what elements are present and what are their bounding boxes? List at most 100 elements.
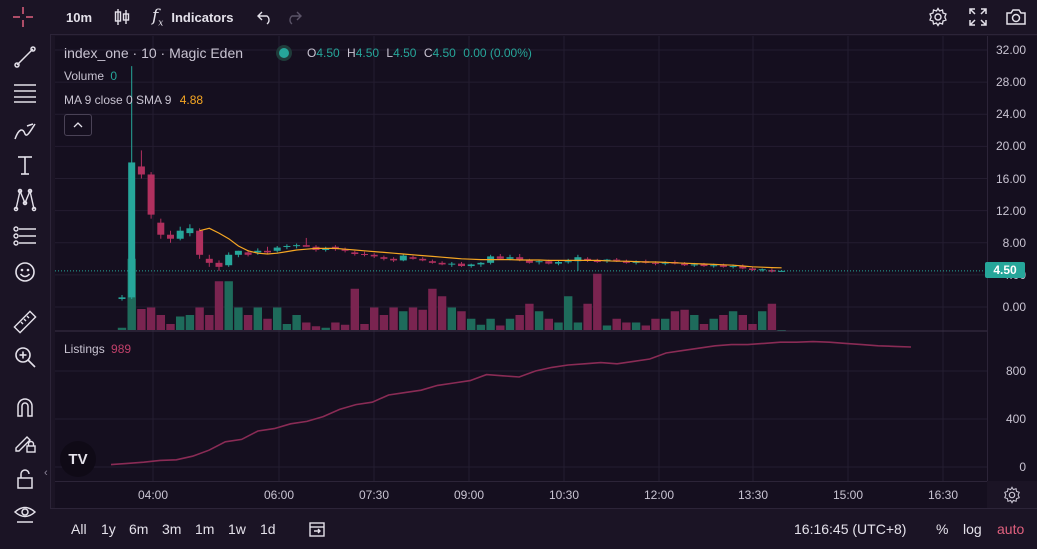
volume-bar bbox=[321, 327, 330, 330]
high-value: 4.50 bbox=[355, 46, 380, 60]
time-tick: 09:00 bbox=[453, 488, 485, 502]
volume-bar bbox=[195, 307, 204, 330]
volume-bars bbox=[117, 258, 786, 331]
undo-icon[interactable] bbox=[256, 0, 274, 34]
volume-bar bbox=[263, 318, 272, 330]
chart-canvas[interactable] bbox=[55, 36, 987, 481]
time-axis[interactable]: 04:00 06:00 07:30 09:00 10:30 12:00 13:30 15:00… bbox=[55, 481, 987, 509]
volume-bar bbox=[243, 315, 253, 330]
volume-bar bbox=[350, 288, 359, 330]
listings-value: 989 bbox=[111, 342, 132, 356]
indicators-button[interactable]: fx Indicators bbox=[152, 0, 234, 34]
time-tick: 06:00 bbox=[263, 488, 295, 502]
volume-bar bbox=[457, 311, 466, 330]
candle-body bbox=[467, 264, 475, 267]
volume-bar bbox=[399, 311, 408, 330]
eye-icon[interactable] bbox=[12, 500, 38, 526]
fullscreen-icon[interactable] bbox=[968, 0, 988, 34]
volume-bar bbox=[273, 307, 282, 330]
low-label: L bbox=[386, 46, 394, 60]
range-button-all[interactable]: All bbox=[71, 521, 87, 537]
lock-icon[interactable] bbox=[12, 466, 38, 492]
zoom-in-icon[interactable] bbox=[12, 344, 38, 370]
percent-scale-toggle[interactable]: % bbox=[936, 521, 949, 537]
log-scale-toggle[interactable]: log bbox=[963, 521, 982, 537]
interval-button[interactable]: 10m bbox=[66, 9, 93, 25]
symbol-name[interactable]: index_one bbox=[64, 45, 129, 61]
compare-range-icon[interactable] bbox=[308, 520, 326, 543]
symbol-interval: 10 bbox=[141, 45, 157, 61]
brush-icon[interactable] bbox=[12, 118, 38, 144]
settings-icon[interactable] bbox=[928, 0, 948, 34]
grid-lines bbox=[55, 36, 987, 481]
volume-value: 0 bbox=[110, 69, 118, 83]
candle-body bbox=[196, 230, 204, 255]
range-button-1y[interactable]: 1y bbox=[101, 521, 116, 537]
candle-body bbox=[361, 253, 368, 255]
text-icon[interactable] bbox=[12, 152, 38, 178]
magnet-icon[interactable] bbox=[12, 394, 38, 420]
candle-body bbox=[351, 252, 359, 254]
price-tick: 24.00 bbox=[995, 107, 1026, 122]
candle-body bbox=[302, 245, 310, 247]
candle-body bbox=[273, 247, 281, 251]
volume-legend: Volume 0 bbox=[64, 69, 117, 83]
current-price-badge: 4.50 bbox=[985, 262, 1025, 278]
collapse-sidebar-icon[interactable]: ‹ bbox=[44, 467, 48, 479]
ruler-icon[interactable] bbox=[12, 309, 38, 335]
range-button-1m[interactable]: 1m bbox=[195, 521, 215, 537]
collapse-legend-button[interactable] bbox=[64, 114, 92, 136]
crosshair-icon[interactable] bbox=[10, 0, 36, 34]
symbol-legend: index_one · 10 · Magic Eden bbox=[64, 45, 244, 61]
clock-display[interactable]: 16:16:45 (UTC+8) bbox=[794, 521, 907, 537]
volume-bar bbox=[554, 322, 563, 330]
candle-body bbox=[390, 258, 398, 261]
lock-drawing-icon[interactable] bbox=[12, 429, 38, 455]
volume-bar bbox=[437, 296, 447, 330]
volume-bar bbox=[117, 327, 127, 330]
horizontal-lines-icon[interactable] bbox=[12, 80, 38, 106]
low-value: 4.50 bbox=[393, 46, 417, 60]
close-label: C bbox=[423, 46, 433, 60]
volume-bar bbox=[486, 318, 495, 330]
ma-line bbox=[199, 227, 782, 269]
volume-bar bbox=[515, 315, 524, 330]
candle-body bbox=[622, 261, 630, 263]
range-button-1w[interactable]: 1w bbox=[228, 521, 246, 537]
price-tick: 8.00 bbox=[1002, 235, 1026, 250]
volume-bar bbox=[602, 325, 612, 330]
projection-icon[interactable] bbox=[12, 223, 38, 249]
emoji-icon[interactable] bbox=[12, 259, 38, 285]
axis-settings-icon[interactable] bbox=[1003, 486, 1021, 509]
candle-body bbox=[293, 245, 301, 247]
price-tick: 12.00 bbox=[995, 203, 1026, 218]
candles-icon[interactable] bbox=[113, 0, 131, 34]
candle-body bbox=[652, 262, 659, 264]
volume-bar bbox=[166, 324, 175, 330]
volume-bar bbox=[311, 326, 321, 330]
auto-scale-toggle[interactable]: auto bbox=[997, 521, 1025, 537]
price-tick: 20.00 bbox=[995, 139, 1026, 154]
candle-body bbox=[244, 252, 252, 255]
chevron-up-icon bbox=[73, 122, 83, 128]
candle-body bbox=[574, 257, 582, 262]
volume-bar bbox=[389, 307, 398, 330]
chart-pane[interactable]: index_one · 10 · Magic Eden O4.50 H4.50 … bbox=[55, 36, 987, 481]
volume-bar bbox=[234, 307, 243, 330]
time-tick: 07:30 bbox=[358, 488, 390, 502]
pattern-icon[interactable] bbox=[12, 187, 38, 213]
candle-body bbox=[584, 258, 592, 261]
trend-line-icon[interactable] bbox=[12, 44, 38, 70]
indicators-label: Indicators bbox=[171, 9, 234, 25]
price-axis[interactable]: 32.0028.0024.0020.0016.0012.008.004.000.… bbox=[987, 36, 1037, 481]
range-button-1d[interactable]: 1d bbox=[260, 521, 276, 537]
volume-label: Volume bbox=[64, 69, 105, 83]
range-button-6m[interactable]: 6m bbox=[129, 521, 149, 537]
tradingview-logo[interactable]: TV bbox=[60, 441, 96, 477]
camera-icon[interactable] bbox=[1005, 0, 1027, 34]
redo-icon[interactable] bbox=[285, 0, 303, 34]
candle-body bbox=[137, 166, 145, 175]
high-label: H bbox=[347, 46, 356, 60]
candle-body bbox=[254, 250, 262, 253]
range-button-3m[interactable]: 3m bbox=[162, 521, 182, 537]
